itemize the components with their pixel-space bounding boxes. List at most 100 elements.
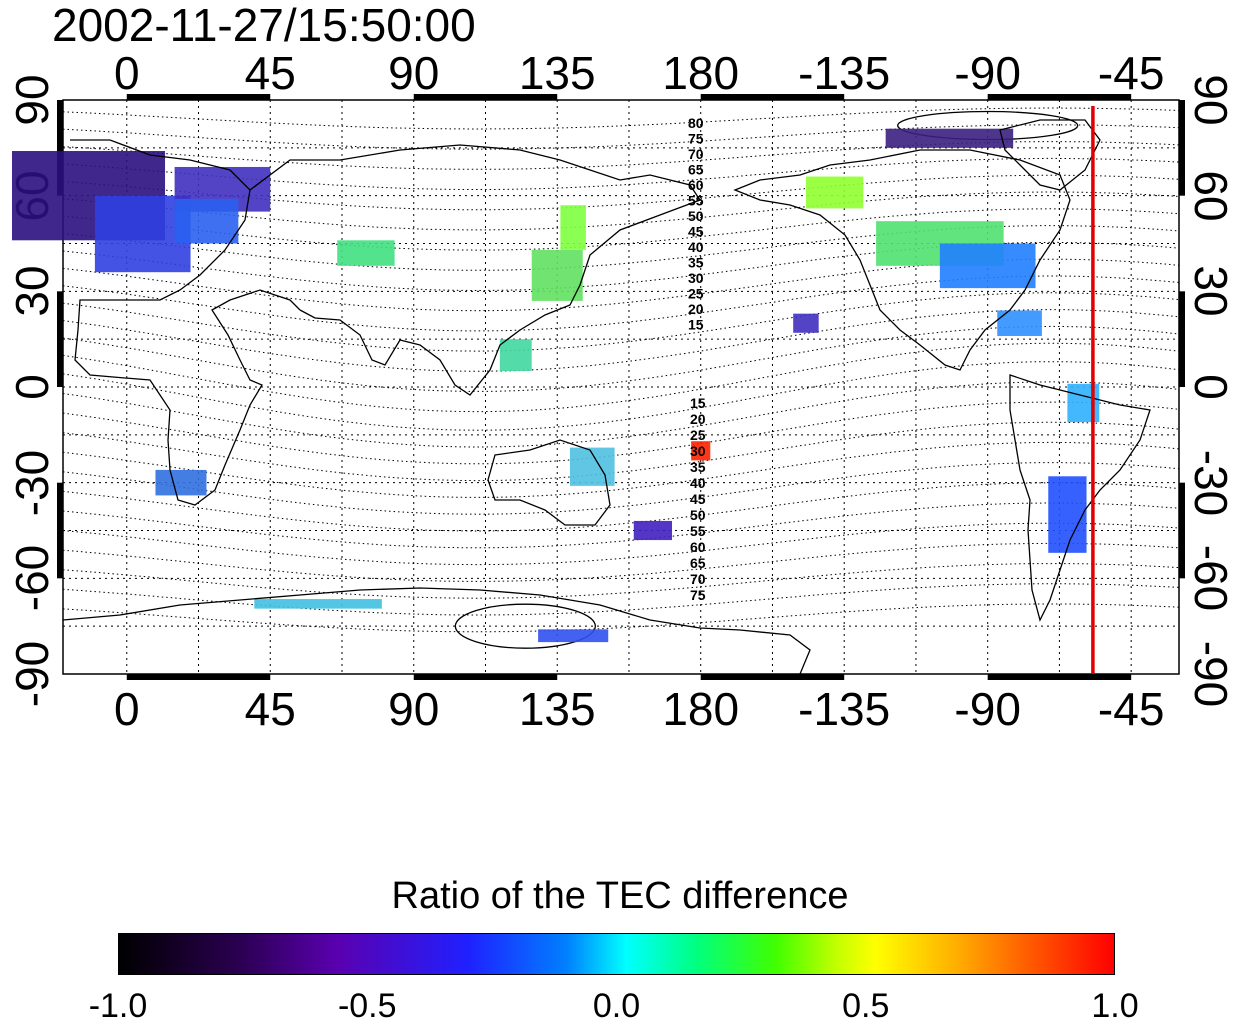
tec-patch <box>793 313 819 333</box>
colorbar-tick-label: 0.5 <box>842 987 890 1025</box>
contour-label: 40 <box>690 475 706 491</box>
contour-line <box>62 107 1180 130</box>
tec-patch <box>560 205 586 250</box>
tec-data-layer <box>11 128 1100 643</box>
axis-bar <box>987 94 1132 100</box>
contour-label: 35 <box>690 459 706 475</box>
contour-label: 70 <box>690 571 706 587</box>
contour-label: 30 <box>690 443 706 459</box>
map-grid <box>63 100 1179 674</box>
coastline-antarctica <box>62 587 811 675</box>
tec-patch <box>538 629 609 643</box>
axis-bar <box>57 482 63 579</box>
tec-patch <box>94 195 191 273</box>
axis-tick-label: -135 <box>798 683 891 735</box>
contour-label: 80 <box>688 115 704 131</box>
contour-label: 55 <box>690 523 706 539</box>
contour-line <box>62 563 1180 599</box>
axis-tick-label: -135 <box>798 47 891 99</box>
coastline-greenland <box>999 119 1101 191</box>
contour-line <box>62 342 1180 413</box>
tec-patch <box>254 599 382 609</box>
axis-bar <box>1179 291 1185 387</box>
contour-label: 70 <box>688 146 704 162</box>
axis-tick-label: 0 <box>113 47 140 99</box>
coastline-north-america <box>733 149 1071 371</box>
contour-line <box>62 292 1180 352</box>
contour-label: 45 <box>690 491 706 507</box>
contour-label: 40 <box>688 239 704 255</box>
axis-bar <box>57 291 63 387</box>
contour-line <box>62 157 1180 190</box>
colorbar-tick-label: -0.5 <box>337 987 397 1025</box>
contour-label: 45 <box>688 224 704 240</box>
coastlines <box>62 119 1151 675</box>
coastline-south-america <box>1009 374 1151 622</box>
contour-label: 50 <box>688 208 704 224</box>
axis-bar <box>126 94 271 100</box>
axis-tick-label: 135 <box>518 47 596 99</box>
tec-patch <box>805 176 864 209</box>
coastline-asia <box>249 144 701 396</box>
contour-labels: 8075706560555045403530252015152025303540… <box>688 115 706 603</box>
colorbar <box>118 933 1115 975</box>
tec-patch <box>885 128 1014 148</box>
contour-label: 75 <box>690 587 706 603</box>
axis-tick-label: 45 <box>244 47 296 99</box>
axis-bar <box>1179 100 1185 196</box>
contour-label: 75 <box>688 131 704 147</box>
contour-label: 25 <box>690 427 706 443</box>
contour-line <box>62 361 1180 431</box>
axis-tick-label: -90 <box>954 47 1021 99</box>
magnetic-latitude-contours <box>62 107 1180 649</box>
contour-line <box>62 124 1180 150</box>
axis-tick-label: 90 <box>388 683 440 735</box>
contour-label: 30 <box>688 270 704 286</box>
contour-label: 35 <box>688 255 704 271</box>
axis-bar <box>1179 482 1185 579</box>
tec-patch <box>499 339 532 372</box>
contour-line <box>62 191 1180 231</box>
axis-bar <box>700 94 845 100</box>
colorbar-title: Ratio of the TEC difference <box>391 875 849 917</box>
contour-line <box>62 174 1180 211</box>
contour-line <box>62 441 1180 498</box>
axis-bar <box>413 674 558 680</box>
tec-patch <box>1048 476 1087 553</box>
axis-tick-label: -45 <box>1097 47 1165 99</box>
contour-label: 65 <box>688 162 704 178</box>
axis-tick-label: 135 <box>518 683 596 735</box>
colorbar-tick-label: 1.0 <box>1091 987 1139 1025</box>
contour-label: 60 <box>690 539 706 555</box>
axis-tick-label: -90 <box>954 683 1021 735</box>
tec-map: 8075706560555045403530252015152025303540… <box>11 94 1185 680</box>
colorbar-tick-label: 0.0 <box>592 987 641 1025</box>
contour-line <box>62 421 1180 482</box>
contour-label: 20 <box>688 301 704 317</box>
tec-patch <box>633 520 673 541</box>
axis-tick-label: 45 <box>244 683 296 735</box>
contour-label: 20 <box>690 411 706 427</box>
axis-tick-label: -45 <box>1097 683 1165 735</box>
contour-label: 60 <box>688 177 704 193</box>
contour-line <box>62 583 1180 616</box>
contour-label: 55 <box>688 193 704 209</box>
axis-bar <box>413 94 558 100</box>
axis-tick-label: 180 <box>662 683 740 735</box>
contour-label: 15 <box>688 317 704 333</box>
contour-label: 50 <box>690 507 706 523</box>
tec-patch <box>939 243 1036 289</box>
contour-line <box>62 603 1180 633</box>
contour-ring <box>454 603 596 649</box>
timestamp-title: 2002-11-27/15:50:00 <box>52 0 476 51</box>
tec-patch <box>155 469 207 496</box>
axis-bar <box>700 674 845 680</box>
coastline-australia <box>487 439 611 526</box>
contour-label: 25 <box>688 286 704 302</box>
tec-patch <box>531 249 583 301</box>
contour-line <box>62 542 1180 582</box>
coastline-europe-africa <box>70 139 301 506</box>
colorbar-tick-label: -1.0 <box>88 987 148 1025</box>
tec-patch <box>691 441 711 461</box>
tec-patch <box>174 198 239 244</box>
